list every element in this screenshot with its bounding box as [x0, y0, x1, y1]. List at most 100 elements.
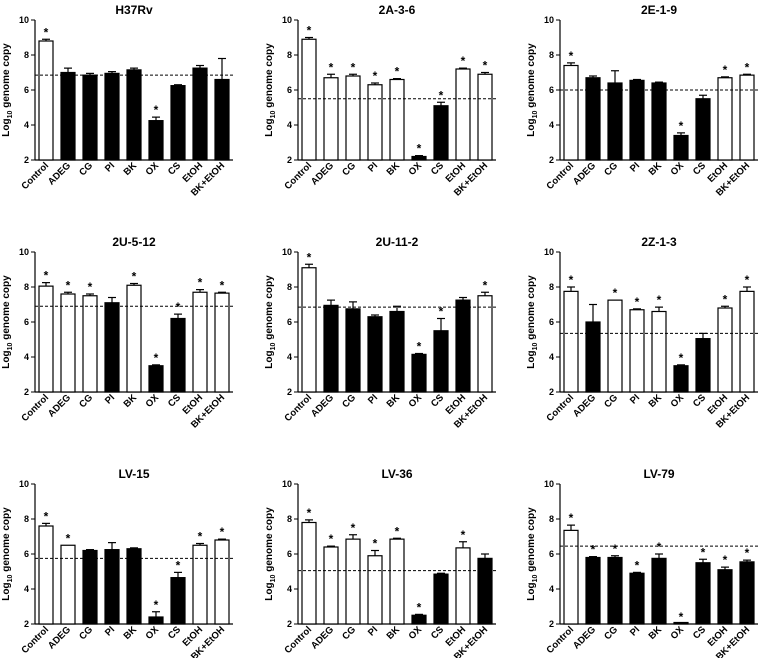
x-tick-label: BK	[647, 392, 665, 410]
y-tick-label: 10	[544, 247, 554, 257]
x-tick-label: ADEG	[309, 624, 336, 651]
x-tick-label: BK	[122, 392, 140, 410]
x-tick-label: CG	[340, 392, 358, 410]
x-tick-label: Control	[282, 160, 314, 192]
significance-star: *	[635, 295, 640, 309]
significance-star: *	[395, 524, 400, 538]
y-axis-label: Log10 genome copy	[526, 507, 539, 601]
bar-ox	[673, 134, 689, 161]
y-tick-label: 8	[24, 50, 29, 60]
bar-ox	[411, 155, 427, 161]
bar-control	[38, 40, 54, 161]
y-axis-label-suffix: genome copy	[1, 507, 12, 575]
significance-star: *	[329, 60, 334, 74]
bar-control	[563, 290, 579, 393]
bar-cs	[170, 577, 186, 625]
x-tick-label: CG	[602, 624, 620, 642]
significance-star: *	[88, 280, 93, 294]
bar-bk	[651, 557, 667, 625]
x-tick-label: CS	[691, 624, 708, 641]
x-tick-label: BK	[122, 160, 140, 178]
y-axis-label-prefix: Log	[264, 582, 275, 600]
bar-bk	[651, 310, 667, 393]
significance-star: *	[701, 545, 706, 559]
y-axis-label: Log10 genome copy	[526, 43, 539, 137]
y-tick-label: 2	[24, 155, 29, 165]
y-axis-label-prefix: Log	[1, 118, 12, 136]
x-tick-label: PI	[103, 392, 117, 406]
bar-pi	[104, 549, 120, 625]
bar-bk-etoh	[739, 290, 755, 393]
bar-adeg	[323, 304, 339, 393]
significance-star: *	[373, 537, 378, 551]
y-tick-label: 4	[549, 120, 554, 130]
chart-title: 2A-3-6	[379, 3, 416, 17]
bar-pi	[629, 572, 645, 625]
bar-bk	[389, 78, 405, 161]
x-tick-label: BK	[122, 624, 140, 642]
bar-etoh	[455, 547, 471, 625]
x-tick-label: PI	[628, 392, 642, 406]
significance-star: *	[44, 509, 49, 523]
bar-bk-etoh	[477, 557, 493, 625]
x-tick-label: Control	[544, 392, 576, 424]
bar-bk	[126, 69, 142, 161]
bar-adeg	[323, 77, 339, 161]
chart-title: 2U-11-2	[376, 235, 419, 249]
significance-star: *	[198, 530, 203, 544]
y-axis-label-suffix: genome copy	[264, 43, 275, 111]
y-tick-label: 6	[287, 549, 292, 559]
y-axis-label-suffix: genome copy	[264, 507, 275, 575]
x-tick-label: CS	[166, 160, 183, 177]
y-axis-label-suffix: genome copy	[526, 43, 537, 111]
bar-pi	[367, 84, 383, 161]
significance-star: *	[220, 525, 225, 539]
significance-star: *	[417, 340, 422, 354]
y-tick-label: 8	[24, 514, 29, 524]
x-tick-label: CG	[77, 160, 95, 178]
bar-bk	[389, 310, 405, 393]
significance-star: *	[461, 528, 466, 542]
x-tick-label: PI	[103, 624, 117, 638]
x-tick-label: ADEG	[309, 160, 336, 187]
y-tick-label: 4	[24, 120, 29, 130]
y-axis-label-subscript: 10	[532, 342, 539, 350]
bar-cg	[345, 308, 361, 393]
bar-bk-etoh	[739, 74, 755, 161]
significance-star: *	[723, 63, 728, 77]
x-tick-label: PI	[628, 624, 642, 638]
x-tick-label: ADEG	[571, 160, 598, 187]
y-tick-label: 6	[24, 549, 29, 559]
bar-cs	[695, 562, 711, 625]
significance-star: *	[439, 305, 444, 319]
significance-star: *	[307, 506, 312, 520]
bar-ox	[148, 616, 164, 625]
bar-etoh	[192, 291, 208, 393]
y-tick-label: 2	[549, 155, 554, 165]
y-axis-label-subscript: 10	[7, 110, 14, 118]
significance-star: *	[723, 553, 728, 567]
bar-cg	[345, 538, 361, 625]
significance-star: *	[176, 300, 181, 314]
significance-star: *	[66, 278, 71, 292]
y-tick-label: 4	[549, 352, 554, 362]
significance-star: *	[307, 250, 312, 264]
bar-cs	[433, 105, 449, 161]
chart-title: 2E-1-9	[641, 3, 677, 17]
x-tick-label: CS	[691, 392, 708, 409]
bar-bk	[126, 548, 142, 625]
y-axis-label-prefix: Log	[526, 350, 537, 368]
bar-ox	[673, 365, 689, 393]
x-tick-label: PI	[103, 160, 117, 174]
y-tick-label: 6	[24, 85, 29, 95]
bar-adeg	[585, 321, 601, 393]
significance-star: *	[154, 598, 159, 612]
x-tick-label: Control	[19, 160, 51, 192]
x-tick-label: PI	[628, 160, 642, 174]
y-axis-label-subscript: 10	[270, 574, 277, 582]
x-tick-label: OX	[407, 160, 425, 178]
bar-pi	[104, 302, 120, 393]
y-tick-label: 2	[287, 387, 292, 397]
significance-star: *	[679, 351, 684, 365]
